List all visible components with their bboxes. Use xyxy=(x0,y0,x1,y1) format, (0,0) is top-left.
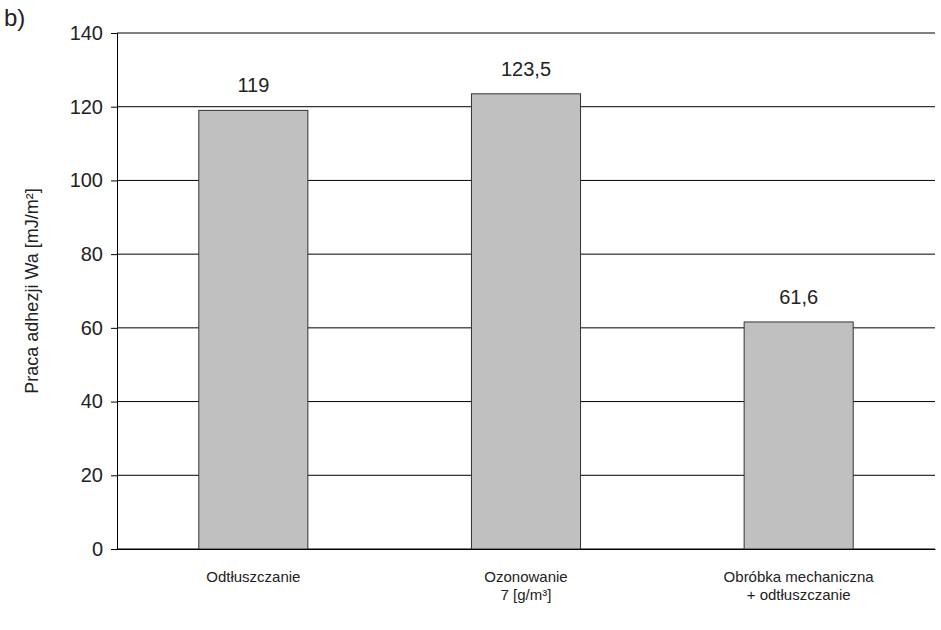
bars xyxy=(199,94,853,549)
y-axis-line xyxy=(111,34,118,550)
y-tick: 40 xyxy=(81,390,117,412)
y-tick-label: 80 xyxy=(81,243,103,265)
x-tick-label-line: 7 [g/m³] xyxy=(501,586,552,603)
data-labels: 119 123,5 61,6 xyxy=(237,58,818,308)
x-tick: Odtłuszczanie xyxy=(206,549,300,585)
y-tick-label: 20 xyxy=(81,464,103,486)
data-label: 61,6 xyxy=(779,286,818,308)
grid-line xyxy=(117,33,935,34)
y-tick: 120 xyxy=(70,96,117,118)
y-tick-label: 120 xyxy=(70,96,103,118)
grid xyxy=(117,33,935,549)
y-tick: 140 xyxy=(70,22,117,44)
panel-label: b) xyxy=(4,4,25,31)
y-tick-mark xyxy=(111,180,117,181)
bar xyxy=(744,322,853,549)
y-tick-mark xyxy=(111,33,117,34)
x-tick-label: Obróbka mechaniczna+ odtłuszczanie xyxy=(724,568,875,603)
y-tick-label: 40 xyxy=(81,390,103,412)
y-tick-mark xyxy=(111,549,117,550)
bar xyxy=(199,110,308,549)
data-label: 119 xyxy=(237,74,269,96)
y-tick: 100 xyxy=(70,169,117,191)
x-tick-label-line: Obróbka mechaniczna xyxy=(724,568,875,585)
y-tick: 0 xyxy=(92,538,117,560)
y-tick: 20 xyxy=(81,464,117,486)
x-tick-label: Odtłuszczanie xyxy=(206,568,300,585)
chart: 0 20 40 60 80 100 120 140 Odtłuszczanie Ozonowani… xyxy=(0,0,941,630)
y-tick-mark xyxy=(111,107,117,108)
x-tick-label-line: Odtłuszczanie xyxy=(206,568,300,585)
y-axis-title: Praca adhezji Wa [mJ/m²] xyxy=(22,188,42,393)
y-tick-label: 140 xyxy=(70,22,103,44)
x-tick-label-line: + odtłuszczanie xyxy=(747,586,851,603)
y-tick: 60 xyxy=(81,317,117,339)
y-tick-mark xyxy=(111,475,117,476)
x-axis: Odtłuszczanie Ozonowanie7 [g/m³] Obróbka m… xyxy=(118,549,936,603)
y-tick: 80 xyxy=(81,243,117,265)
bar xyxy=(471,94,580,549)
y-tick-label: 0 xyxy=(92,538,103,560)
y-tick-label: 100 xyxy=(70,169,103,191)
x-tick-label-line: Ozonowanie xyxy=(484,568,567,585)
x-tick-label: Ozonowanie7 [g/m³] xyxy=(484,568,567,603)
plot: 0 20 40 60 80 100 120 140 Odtłuszczanie Ozonowani… xyxy=(70,22,936,603)
x-axis-line xyxy=(118,549,936,550)
y-tick-mark xyxy=(111,402,117,403)
y-axis: 0 20 40 60 80 100 120 140 xyxy=(70,22,118,560)
y-tick-mark xyxy=(111,254,117,255)
data-label: 123,5 xyxy=(501,58,551,80)
y-tick-label: 60 xyxy=(81,317,103,339)
y-tick-mark xyxy=(111,328,117,329)
x-tick: Obróbka mechaniczna+ odtłuszczanie xyxy=(724,549,875,603)
x-tick: Ozonowanie7 [g/m³] xyxy=(484,549,567,603)
